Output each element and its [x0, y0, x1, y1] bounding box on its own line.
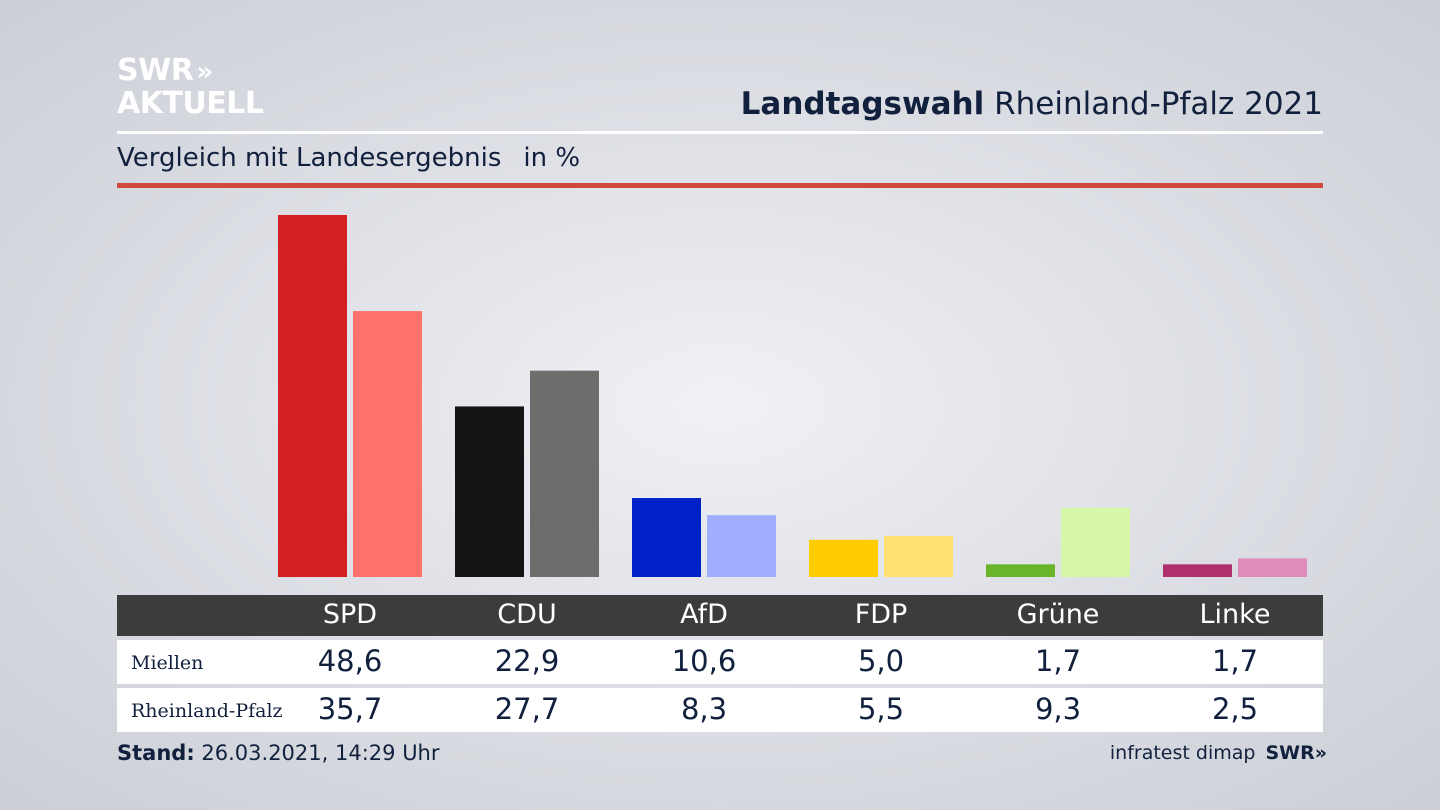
row-label: Miellen	[131, 652, 204, 674]
accent-divider	[117, 183, 1323, 188]
logo-text-aktuell: AKTUELL	[117, 86, 264, 121]
swr-aktuell-logo: SWR» AKTUELL	[117, 55, 264, 119]
header-divider	[117, 131, 1323, 134]
page-title: Landtagswahl Rheinland-Pfalz 2021	[741, 86, 1323, 122]
title-rest: Rheinland-Pfalz 2021	[994, 86, 1323, 122]
table-header-row: SPD CDU AfD FDP Grüne Linke	[117, 595, 1323, 636]
table-cell: 1,7	[1034, 644, 1082, 678]
unit-label: in %	[523, 143, 581, 173]
column-header: CDU	[497, 599, 557, 630]
table-cell: 27,7	[494, 692, 560, 726]
table-row-miellen: Miellen 48,6 22,9 10,6 5,0 1,7 1,7	[117, 640, 1323, 684]
bar-fdp-rheinlandpfalz	[884, 536, 953, 577]
table-cell: 9,3	[1034, 692, 1082, 726]
column-header: Grüne	[1016, 599, 1100, 630]
bar-linke-rheinlandpfalz	[1238, 558, 1307, 577]
results-table: SPD CDU AfD FDP Grüne Linke Miellen 48,6 22,9 1…	[117, 595, 1323, 732]
bar-cdu-miellen	[455, 406, 524, 577]
table-cell: 1,7	[1211, 644, 1259, 678]
title-bold: Landtagswahl	[740, 86, 985, 122]
bar-grne-miellen	[986, 564, 1055, 577]
bar-afd-miellen	[632, 498, 701, 577]
table-cell: 22,9	[494, 644, 560, 678]
bar-spd-miellen	[278, 215, 347, 577]
logo-text-swr: SWR	[117, 53, 194, 88]
table-cell: 48,6	[317, 644, 383, 678]
table-cell: 2,5	[1211, 692, 1259, 726]
stand-value: 26.03.2021, 14:29 Uhr	[201, 741, 440, 765]
bar-spd-rheinlandpfalz	[353, 311, 422, 577]
swr-text: SWR	[1265, 742, 1315, 764]
bar-fdp-miellen	[809, 539, 878, 577]
timestamp: Stand: 26.03.2021, 14:29 Uhr	[117, 741, 440, 765]
bar-linke-miellen	[1163, 564, 1232, 577]
source-text: infratest dimap	[1109, 742, 1256, 764]
stand-label: Stand:	[117, 741, 195, 765]
chart-subtitle: Vergleich mit Landesergebnis in %	[117, 143, 580, 173]
column-header: Linke	[1199, 599, 1271, 630]
table-row-rheinland-pfalz: Rheinland-Pfalz 35,7 27,7 8,3 5,5 9,3 2,5	[117, 688, 1323, 732]
swr-chevron-icon: »	[1314, 742, 1327, 764]
column-header: SPD	[322, 599, 378, 630]
table-cell: 10,6	[671, 644, 737, 678]
column-header: FDP	[854, 599, 908, 630]
bar-grne-rheinlandpfalz	[1061, 507, 1130, 577]
table-cell: 5,5	[857, 692, 905, 726]
subtitle-text: Vergleich mit Landesergebnis	[117, 143, 502, 173]
column-header: AfD	[680, 599, 728, 630]
row-label: Rheinland-Pfalz	[131, 700, 283, 722]
bar-cdu-rheinlandpfalz	[530, 370, 599, 577]
table-cell: 5,0	[857, 644, 905, 678]
table-cell: 35,7	[317, 692, 383, 726]
bar-chart	[278, 215, 1307, 577]
bar-afd-rheinlandpfalz	[707, 515, 776, 577]
swr-logo: SWR»	[1265, 742, 1327, 764]
table-cell: 8,3	[680, 692, 728, 726]
source-credit: infratest dimap SWR»	[1109, 742, 1327, 764]
